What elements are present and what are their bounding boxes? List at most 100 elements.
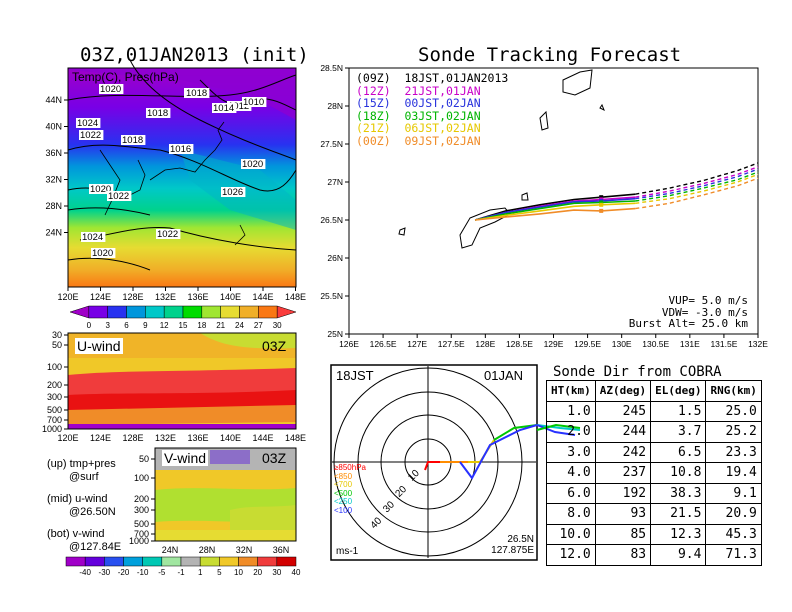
uwind-xtick: 124E [90,433,111,443]
param-vdw: VDW= -3.0 m/s [661,305,748,319]
table-cell: 10.8 [650,462,707,484]
track-xtick: 129.5E [574,339,601,349]
wind-colorbar-label: -1 [177,568,185,577]
track-ytick: 25.5N [320,291,343,301]
table-row: 3.0 242 6.5 23.3 [546,441,762,463]
track-series-line-dashed [635,162,759,195]
table-cell: 12.0 [546,544,596,566]
map-ytick: 40N [45,122,62,132]
track-xtick: 126.5E [370,339,397,349]
table-cell: 12.3 [650,523,707,545]
table-cell: 6.0 [546,482,596,504]
track-series-line [474,202,636,221]
table-cell: 242 [594,441,652,463]
table-cell: 237 [594,462,652,484]
colorbar-label: 9 [143,321,148,330]
table-cell: 23.3 [705,441,762,463]
track-ytick: 28N [327,101,343,111]
uwind-ytick: 200 [47,380,62,390]
uwind-xtick: 140E [220,433,241,443]
note-mid-a: (mid) u-wind [47,493,108,505]
table-cell: 3.0 [546,441,596,463]
uwind-xtick: 128E [122,433,143,443]
track-xtick: 130E [612,339,632,349]
vwind-label: V-wind [162,450,209,466]
uwind-ytick: 500 [47,405,62,415]
colorbar-label: 24 [235,321,244,330]
pressure-label: 1018 [122,135,143,146]
wind-colorbar-label: 5 [217,568,222,577]
pressure-label: 1026 [222,187,243,198]
polar-date: 01JAN [484,368,524,383]
pressure-label: 1014 [213,103,234,114]
wind-colorbar-label: 10 [234,568,243,577]
table-cell: 71.3 [705,544,762,566]
uwind-label: U-wind [75,338,123,354]
wind-colorbar-label: -10 [137,568,149,577]
wind-colorbar-label: -40 [79,568,91,577]
colorbar-label: 12 [160,321,169,330]
pressure-label: 1020 [242,159,263,170]
table-cell: 245 [594,400,652,422]
wind-colorbar-label: 20 [253,568,262,577]
vwind-xtick: 24N [162,545,179,555]
track-series-line [474,200,636,221]
pressure-label: 1010 [243,97,264,108]
vwind-ytick: 500 [134,519,149,529]
table-cell: 10.0 [546,523,596,545]
uwind-ytick: 30 [52,330,62,340]
pressure-label: 1018 [147,108,168,119]
tracking-params: VUP= 5.0 m/s VDW= -3.0 m/s Burst Alt= 25… [629,295,748,330]
track-burst-marker [599,195,604,200]
okinawa-outline [459,207,511,249]
table-cell: 9.4 [650,544,707,566]
colorbar-label: 27 [254,321,263,330]
pressure-label: 1020 [100,84,121,95]
track-series-line-dashed [635,173,759,204]
pressure-label: 1022 [157,229,178,240]
track-xtick: 128E [475,339,495,349]
pressure-label: 1024 [82,232,103,243]
colorbar-label: 15 [179,321,188,330]
track-ytick: 26N [327,253,343,263]
vwind-xtick: 36N [273,545,290,555]
uwind-ytick: 100 [47,362,62,372]
vwind-time: 03Z [262,450,287,466]
track-burst-marker [599,202,604,207]
table-cell: 4.0 [546,462,596,484]
uwind-xtick: 136E [187,433,208,443]
table-title: Sonde Dir from COBRA [553,364,722,380]
table-row: 8.0 93 21.5 20.9 [546,503,762,525]
track-xtick: 129E [544,339,564,349]
track-ytick: 27.5N [320,139,343,149]
map-ytick: 36N [45,148,62,158]
table-cell: 38.3 [650,482,707,504]
map-ytick: 32N [45,175,62,185]
table-cell: 45.3 [705,523,762,545]
pressure-label: 1020 [92,248,113,259]
pressure-label: 1016 [170,144,191,155]
map-xtick: 124E [90,292,111,302]
vwind-ytick: 100 [134,473,149,483]
table-cell: 93 [594,503,652,525]
track-ytick: 27N [327,177,343,187]
pressure-label: 1018 [186,88,207,99]
table-row: 10.0 85 12.3 45.3 [546,523,762,545]
track-ytick: 28.5N [320,63,343,73]
wind-colorbar-label: -30 [99,568,111,577]
table-cell: 9.1 [705,482,762,504]
map-ytick: 28N [45,201,62,211]
polar-loc-lon: 127.875E [491,545,534,556]
track-series-line-dashed [635,177,759,210]
table-row: 1.0 245 1.5 25.0 [546,400,762,422]
note-bot-b: @127.84E [69,541,122,553]
pressure-label: 1020 [90,184,111,195]
track-series-line-dashed [635,171,759,202]
vwind-ytick: 700 [134,529,149,539]
polar-unit: ms-1 [336,546,359,557]
track-series-line-dashed [635,166,759,198]
wind-colorbar-label: 40 [292,568,301,577]
amami-outline [562,69,593,96]
track-xtick: 126E [339,339,359,349]
uwind-ytick: 1000 [42,424,62,434]
